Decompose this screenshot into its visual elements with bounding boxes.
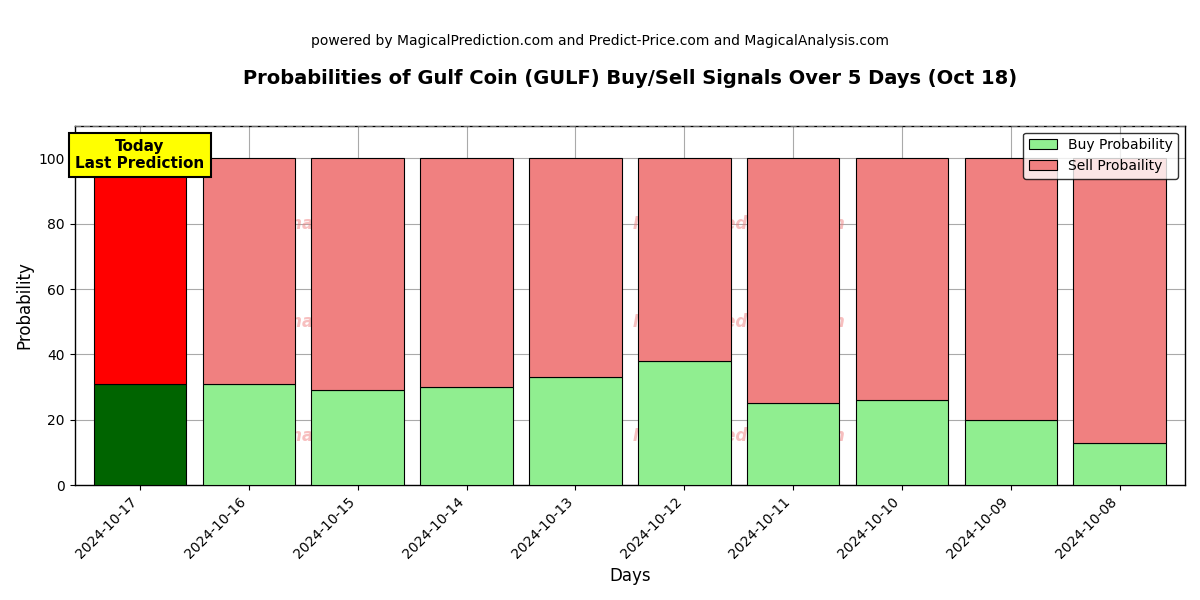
Bar — [312, 391, 404, 485]
Legend: Buy Probability, Sell Probaility: Buy Probability, Sell Probaility — [1024, 133, 1178, 179]
Bar — [94, 384, 186, 485]
Bar — [94, 158, 186, 384]
Bar — [420, 387, 512, 485]
Bar — [638, 158, 731, 361]
Bar — [638, 361, 731, 485]
Text: MagicalAnalysis.com: MagicalAnalysis.com — [205, 215, 401, 233]
Title: Probabilities of Gulf Coin (GULF) Buy/Sell Signals Over 5 Days (Oct 18): Probabilities of Gulf Coin (GULF) Buy/Se… — [242, 69, 1016, 88]
Bar — [746, 158, 839, 403]
Bar — [746, 403, 839, 485]
Bar — [1074, 158, 1166, 443]
Text: MagicalAnalysis.com: MagicalAnalysis.com — [205, 427, 401, 445]
Bar — [203, 158, 295, 384]
Bar — [965, 158, 1057, 420]
Bar — [965, 420, 1057, 485]
Bar — [1074, 443, 1166, 485]
Bar — [312, 158, 404, 391]
X-axis label: Days: Days — [610, 567, 650, 585]
Bar — [856, 400, 948, 485]
Bar — [529, 377, 622, 485]
Text: MagicalPrediction.com: MagicalPrediction.com — [632, 427, 845, 445]
Text: MagicalPrediction.com: MagicalPrediction.com — [632, 313, 845, 331]
Text: MagicalAnalysis.com: MagicalAnalysis.com — [205, 313, 401, 331]
Bar — [856, 158, 948, 400]
Y-axis label: Probability: Probability — [16, 262, 34, 349]
Bar — [203, 384, 295, 485]
Text: Today
Last Prediction: Today Last Prediction — [76, 139, 204, 171]
Text: powered by MagicalPrediction.com and Predict-Price.com and MagicalAnalysis.com: powered by MagicalPrediction.com and Pre… — [311, 34, 889, 48]
Bar — [420, 158, 512, 387]
Text: MagicalPrediction.com: MagicalPrediction.com — [632, 215, 845, 233]
Bar — [529, 158, 622, 377]
